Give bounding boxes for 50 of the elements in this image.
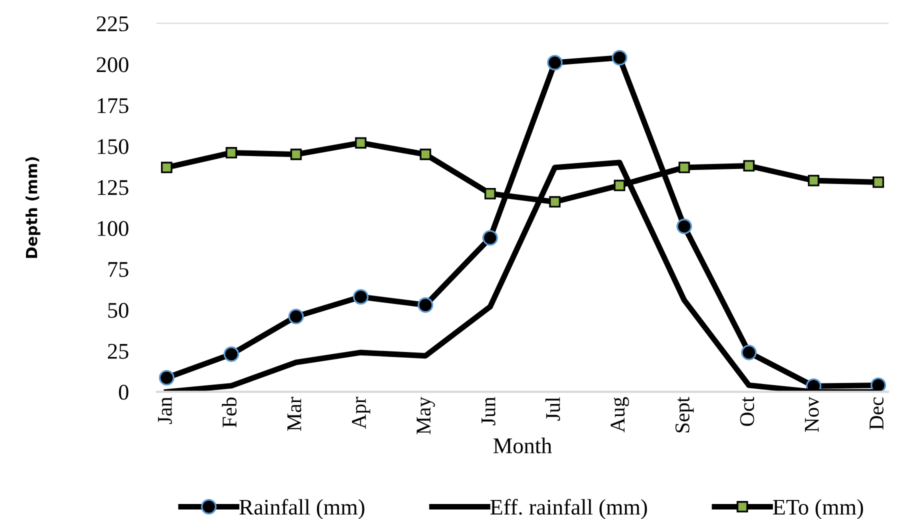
point: [678, 162, 690, 174]
x-tick-label: Sept: [675, 396, 694, 432]
x-tick-label: Jan: [158, 397, 172, 424]
point: [158, 370, 174, 386]
point: [614, 180, 626, 192]
y-tick-label: 25: [108, 344, 128, 359]
point: [224, 346, 240, 362]
y-tick-label: 200: [96, 57, 128, 72]
x-tick-label: Dec: [870, 397, 884, 430]
x-tick-label: May: [416, 396, 435, 434]
point: [676, 218, 692, 234]
point: [743, 160, 755, 172]
x-tick-label: Mar: [287, 396, 302, 431]
y-tick-label: 100: [98, 221, 128, 236]
point: [420, 148, 432, 160]
point: [808, 174, 820, 186]
x-tick-label: Jun: [482, 397, 496, 426]
point: [484, 188, 496, 200]
legend-label: Eff. rainfall (mm): [490, 498, 647, 519]
y-tick-label: 225: [96, 16, 128, 32]
x-tick-label: Apr: [352, 396, 370, 429]
point: [547, 54, 563, 70]
point: [355, 137, 366, 149]
y-tick-label: 150: [98, 139, 128, 154]
point: [352, 289, 369, 305]
x-tick-label: Feb: [222, 398, 237, 428]
legend-label: ETo (mm): [773, 499, 864, 519]
y-tick-label: 75: [108, 262, 128, 277]
y-tick-label: 125: [98, 180, 128, 196]
x-axis-title: Month: [494, 438, 552, 454]
legend-label: Rainfall (mm): [239, 498, 364, 519]
point: [226, 147, 238, 158]
point: [612, 50, 628, 66]
point: [872, 176, 884, 188]
y-tick-label: 0: [118, 384, 128, 400]
point: [741, 344, 757, 360]
point: [288, 308, 304, 324]
y-tick-label: 50: [108, 302, 128, 318]
y-axis-title: Depth (mm): [26, 157, 40, 258]
point: [870, 378, 886, 392]
point: [482, 230, 498, 246]
point: [160, 162, 172, 174]
y-tick-label: 175: [98, 98, 128, 114]
point: [549, 196, 561, 208]
x-tick-label: Nov: [805, 396, 819, 432]
x-tick-label: Jul: [545, 397, 560, 421]
point: [290, 148, 302, 160]
x-tick-label: Aug: [610, 397, 629, 432]
x-tick-label: Oct: [740, 396, 754, 426]
point: [418, 297, 434, 313]
